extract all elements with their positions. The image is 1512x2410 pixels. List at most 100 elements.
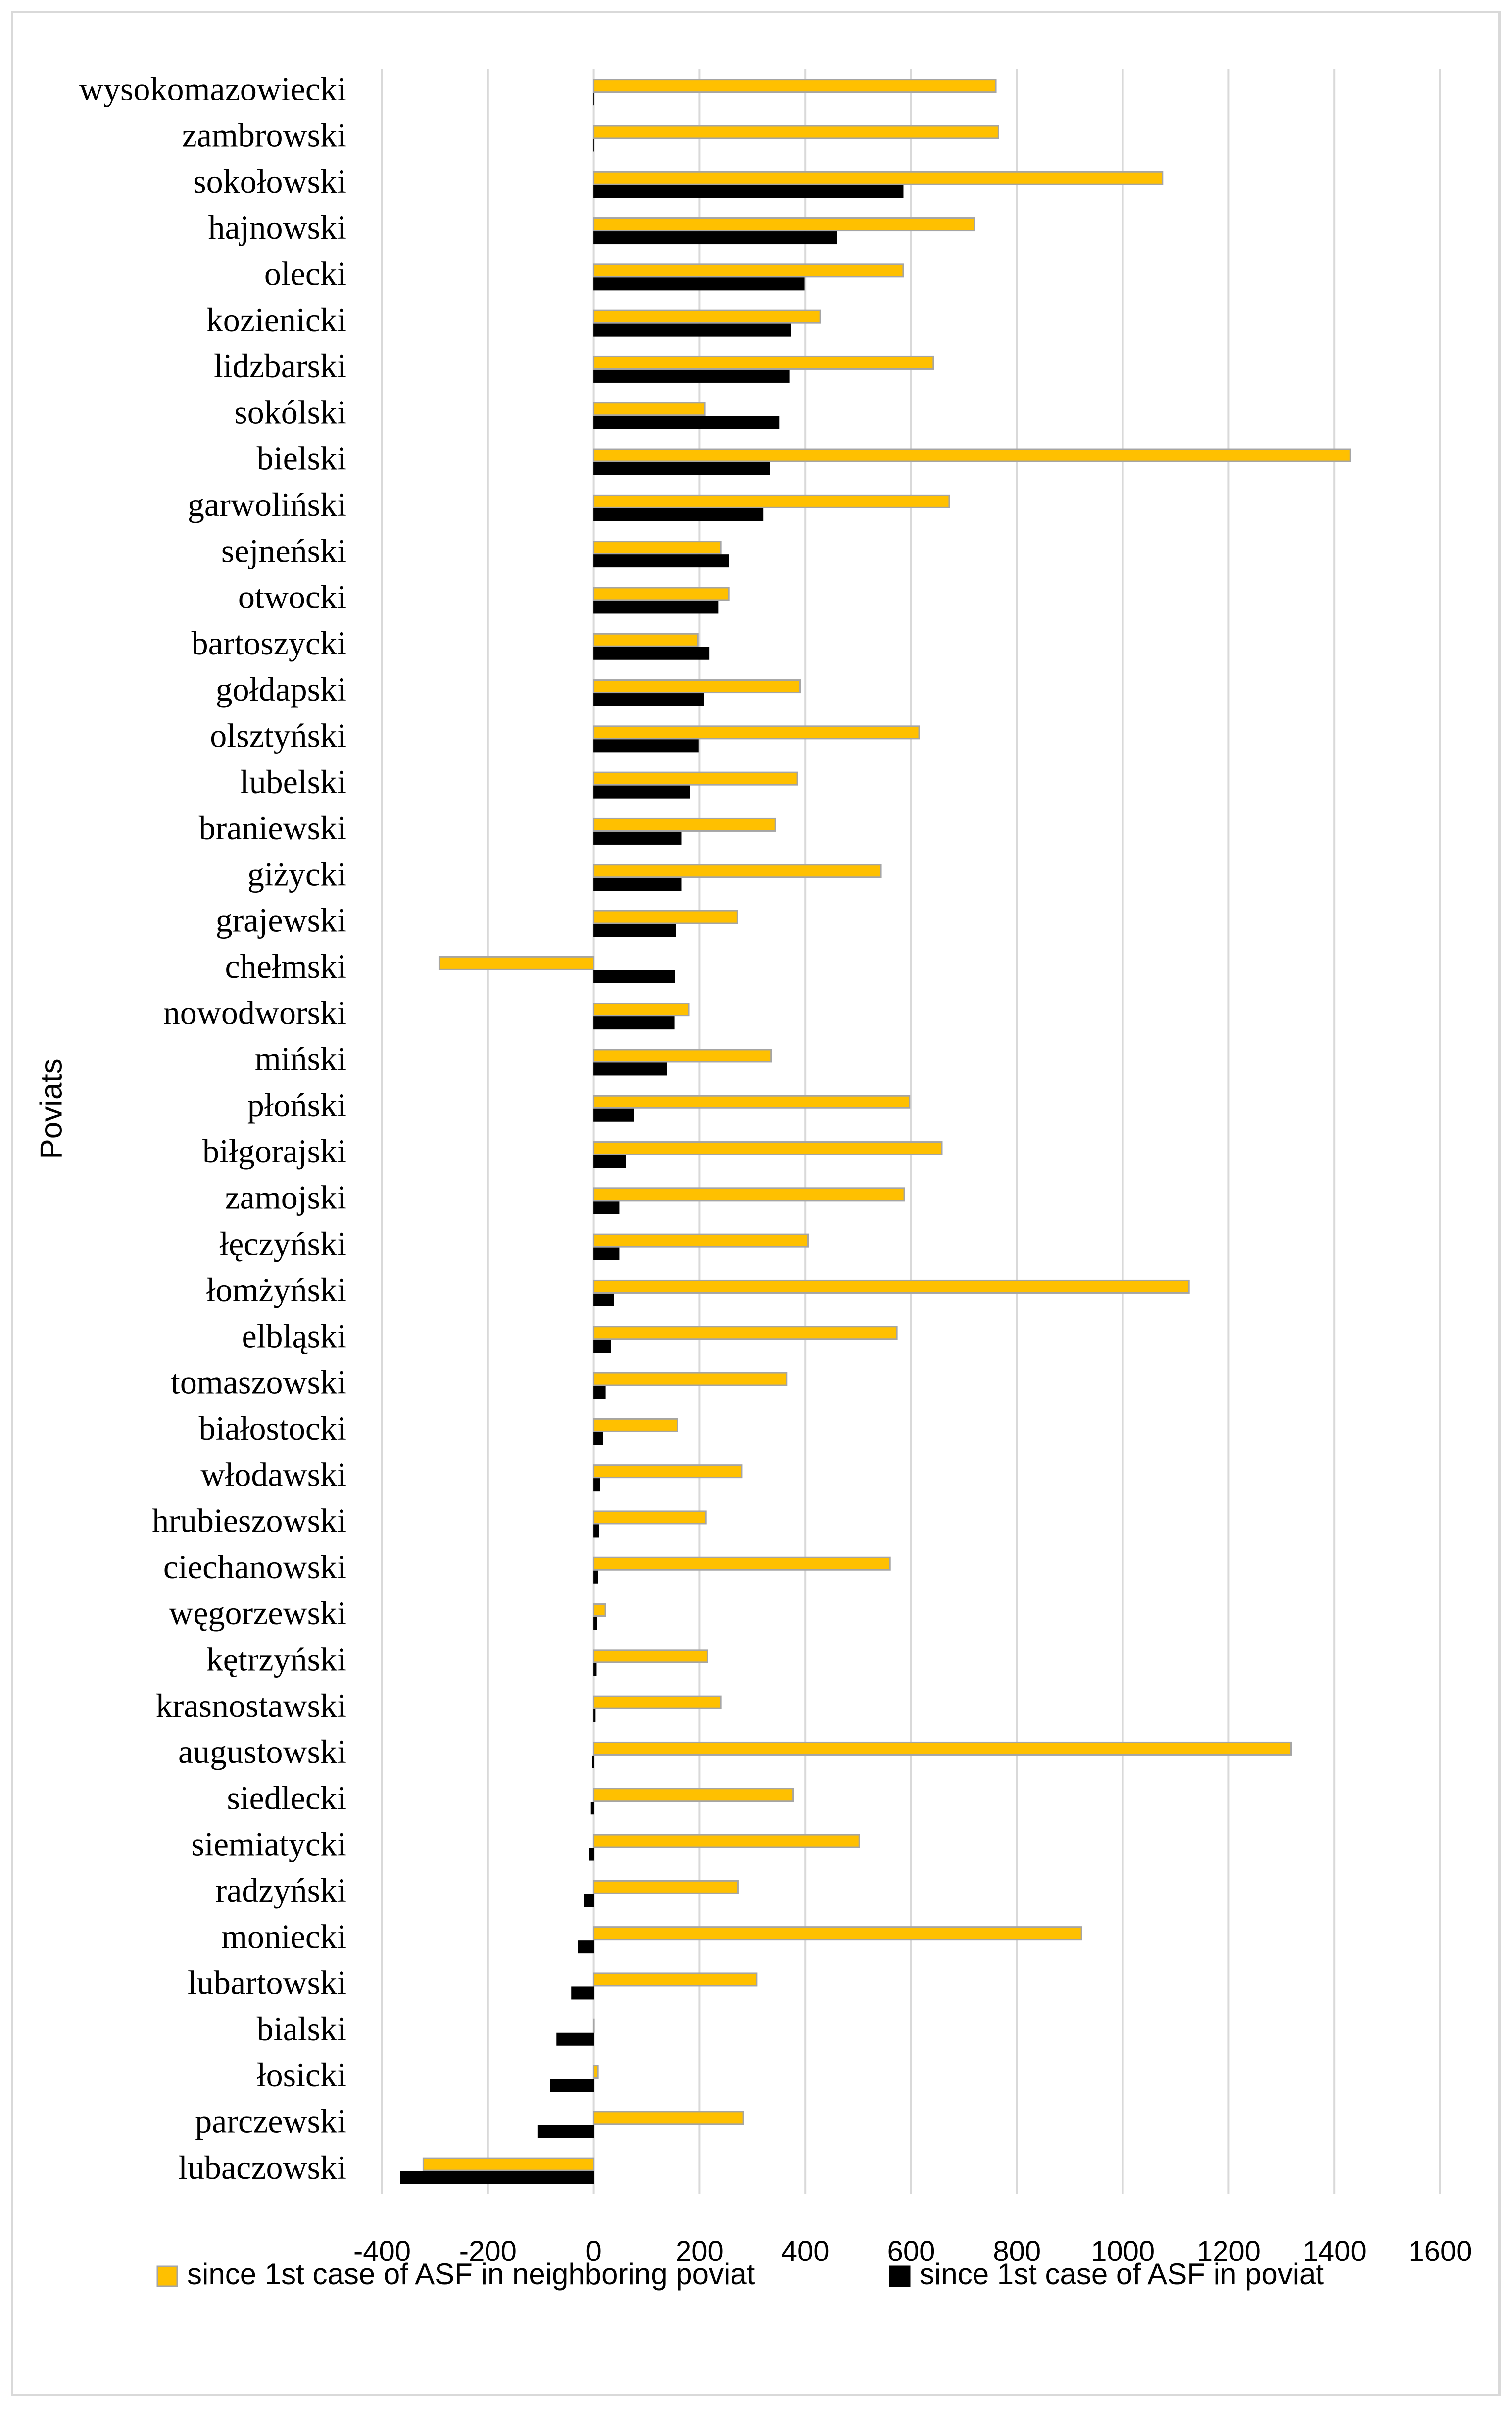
bar-poviat-24 <box>593 1201 620 1214</box>
bar-poviat-36 <box>592 1755 594 1768</box>
category-label: braniewski <box>199 809 346 847</box>
x-tick-label: 400 <box>781 2235 829 2267</box>
bar-poviat-21 <box>593 1062 667 1076</box>
bar-neighboring-15 <box>593 771 798 786</box>
bar-neighboring-14 <box>593 725 920 740</box>
bar-neighboring-28 <box>593 1372 788 1386</box>
bar-poviat-30 <box>593 1478 600 1492</box>
bar-poviat-9 <box>593 508 764 521</box>
bar-neighboring-0 <box>593 79 997 93</box>
bar-poviat-15 <box>593 785 690 799</box>
x-tick-label: 200 <box>676 2235 724 2267</box>
gridlines <box>381 69 1441 2194</box>
bar-poviat-18 <box>593 924 676 937</box>
category-label: sokołowski <box>193 162 346 200</box>
bar-poviat-44 <box>537 2125 594 2138</box>
category-label: sejneński <box>221 532 346 569</box>
bar-neighboring-10 <box>593 541 722 555</box>
bar-neighboring-35 <box>593 1695 722 1709</box>
bar-neighboring-41 <box>593 1972 758 1987</box>
category-label: garwoliński <box>188 486 346 523</box>
bar-poviat-27 <box>593 1340 611 1353</box>
bar-poviat-34 <box>593 1663 597 1676</box>
bar-neighboring-5 <box>593 309 821 324</box>
bar-poviat-33 <box>593 1617 597 1630</box>
category-label: łomżyński <box>206 1271 346 1308</box>
bar-poviat-37 <box>590 1802 594 1815</box>
bar-neighboring-43 <box>593 2065 599 2079</box>
bar-neighboring-40 <box>593 1926 1082 1941</box>
category-label: parczewski <box>195 2102 346 2140</box>
bars <box>400 79 1351 2184</box>
category-label: radzyński <box>216 1871 346 1909</box>
bar-neighboring-22 <box>593 1095 911 1109</box>
bar-poviat-11 <box>593 601 719 614</box>
x-tick-label: 1600 <box>1408 2235 1472 2267</box>
category-labels: wysokomazowiecki zambrowski sokołowski hajn… <box>79 70 346 2186</box>
bar-poviat-10 <box>593 554 729 568</box>
bar-neighboring-13 <box>593 679 801 694</box>
category-label: kozienicki <box>206 301 346 339</box>
bar-neighboring-17 <box>593 864 882 878</box>
category-label: bialski <box>257 2010 346 2048</box>
bar-poviat-14 <box>593 739 699 753</box>
legend: since 1st case of ASF in neighboring pov… <box>156 2258 1324 2291</box>
x-tick-label: 1400 <box>1303 2235 1366 2267</box>
category-label: giżycki <box>247 855 346 893</box>
category-label: tomaszowski <box>171 1363 346 1401</box>
bar-poviat-17 <box>593 878 682 891</box>
bar-neighboring-21 <box>593 1049 772 1063</box>
bar-neighboring-31 <box>593 1510 707 1525</box>
category-label: grajewski <box>216 902 346 939</box>
category-label: olsztyński <box>210 716 346 754</box>
category-label: lubaczowski <box>178 2149 346 2186</box>
bar-poviat-5 <box>593 323 791 337</box>
category-label: siedlecki <box>227 1779 346 1816</box>
bar-neighboring-24 <box>593 1187 905 1202</box>
category-label: miński <box>255 1040 346 1078</box>
category-label: bartoszycki <box>192 624 346 662</box>
category-label: hajnowski <box>208 208 346 246</box>
category-label: moniecki <box>221 1917 346 1955</box>
category-label: lubartowski <box>188 1964 346 2002</box>
bar-neighboring-3 <box>593 217 975 232</box>
category-label: otwocki <box>238 578 346 616</box>
category-label: chełmski <box>225 948 346 985</box>
bar-poviat-19 <box>593 970 675 983</box>
bar-neighboring-32 <box>593 1556 891 1571</box>
category-label: krasnostawski <box>156 1687 346 1724</box>
bar-poviat-25 <box>593 1247 620 1260</box>
x-tick-label: 600 <box>887 2235 935 2267</box>
bar-neighboring-8 <box>593 448 1351 462</box>
bar-neighboring-20 <box>593 1003 690 1017</box>
bar-poviat-4 <box>593 277 805 291</box>
bar-poviat-20 <box>593 1016 675 1030</box>
category-label: lubelski <box>240 763 346 801</box>
category-label: łęczyński <box>219 1225 346 1262</box>
category-label: łosicki <box>257 2056 346 2094</box>
bar-neighboring-44 <box>593 2111 744 2125</box>
category-label: kętrzyński <box>206 1640 346 1678</box>
bar-poviat-38 <box>589 1848 594 1861</box>
bar-neighboring-34 <box>593 1649 708 1663</box>
x-tick-label: -200 <box>459 2235 517 2267</box>
bar-neighboring-45 <box>422 2157 595 2171</box>
category-label: białostocki <box>199 1409 346 1447</box>
legend-swatch-0 <box>156 2265 178 2287</box>
bar-poviat-29 <box>593 1432 603 1445</box>
bar-neighboring-25 <box>593 1233 809 1248</box>
bar-poviat-13 <box>593 693 704 706</box>
bar-poviat-28 <box>593 1386 606 1399</box>
bar-neighboring-16 <box>593 817 776 832</box>
bar-poviat-31 <box>593 1524 599 1538</box>
legend-label-0: since 1st case of ASF in neighboring pov… <box>187 2258 755 2291</box>
bar-poviat-22 <box>593 1108 634 1122</box>
bar-poviat-16 <box>593 831 682 845</box>
category-label: zambrowski <box>182 116 346 154</box>
x-tick-labels: -400 -200 0 200 400 600 800 1000 1200 1400 1600 <box>353 2235 1472 2267</box>
bar-neighboring-1 <box>593 125 999 139</box>
category-label: augustowski <box>178 1733 346 1770</box>
category-label: zamojski <box>225 1178 346 1216</box>
category-label: lidzbarski <box>214 347 346 385</box>
